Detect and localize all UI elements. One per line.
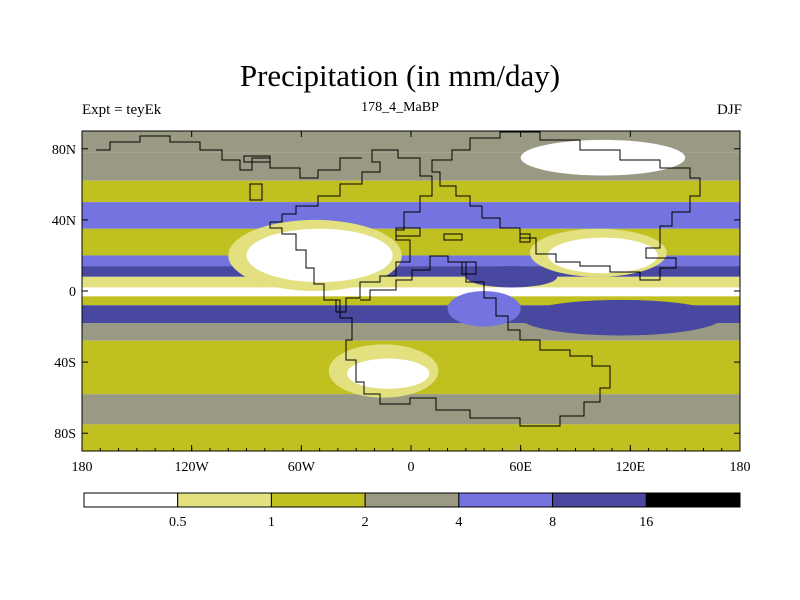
y-tick-label-0: 80N [52, 143, 76, 158]
x-tick-label-5: 120E [616, 460, 646, 475]
region-tethys-wet [465, 266, 558, 288]
coastline-island-f [243, 155, 271, 163]
colorbar: 0.5 1 2 4 8 16 [83, 492, 741, 530]
region-east-continent-dry [548, 237, 658, 274]
lat-band-8 [82, 287, 740, 297]
lat-band-6 [82, 266, 740, 277]
region-east-subtropics-mid [447, 291, 521, 327]
region-north-dry [520, 139, 686, 176]
lat-band-2 [82, 180, 740, 203]
coastline-south-continent [326, 255, 611, 427]
colorbar-label-3: 4 [455, 515, 462, 530]
colorbar-swatch-3 [364, 492, 460, 508]
coastline-layer [96, 131, 701, 427]
colorbar-swatch-1 [177, 492, 272, 508]
region-southern-tropics-wet [520, 299, 722, 336]
y-tick-label-1: 40N [52, 214, 76, 229]
colorbar-label-1: 1 [268, 515, 275, 530]
colorbar-swatch-0 [83, 492, 179, 508]
y-tick-label-2: 0 [69, 285, 76, 300]
colorbar-label-0: 0.5 [169, 515, 187, 530]
x-tick-label-1: 120W [175, 460, 210, 475]
x-tick-label-6: 180 [730, 460, 751, 475]
x-tick-label-3: 0 [408, 460, 415, 475]
y-tick-label-3: 40S [54, 356, 76, 371]
chart-title: Precipitation (in mm/day) [239, 58, 561, 93]
lat-band-7 [82, 276, 740, 288]
colorbar-label-4: 8 [549, 515, 556, 530]
map-fill-layer [82, 131, 740, 451]
region-south-continent-dry [347, 358, 430, 389]
lat-band-3 [82, 202, 740, 229]
colorbar-label-5: 16 [639, 515, 653, 530]
x-tick-label-4: 60E [509, 460, 532, 475]
coastline-island-b [395, 227, 421, 237]
coastline-island-a [249, 183, 263, 201]
coastline-island-d [461, 261, 477, 275]
lat-band-14 [82, 394, 740, 425]
coastline-island-e [519, 233, 531, 243]
axes-layer: 180 120W 60W 0 60E 120E 180 80N 40N 0 40S 80S [52, 131, 751, 475]
colorbar-swatch-4 [458, 492, 554, 508]
colorbar-swatch-5 [552, 492, 647, 508]
coastline-north-west [96, 135, 362, 179]
colorbar-swatch-2 [270, 492, 366, 508]
region-west-continent-dry [246, 228, 393, 283]
season-label: DJF [716, 102, 742, 118]
age-label: 178_4_MaBP [361, 100, 439, 115]
x-tick-label-2: 60W [288, 460, 316, 475]
colorbar-swatch-6 [645, 492, 741, 508]
lat-band-5 [82, 255, 740, 267]
coastline-island-c [443, 233, 463, 241]
y-tick-label-4: 80S [54, 427, 76, 442]
x-tick-label-0: 180 [72, 460, 93, 475]
colorbar-label-2: 2 [362, 515, 369, 530]
experiment-label: Expt = teyEk [82, 102, 162, 118]
coastline-north-east [431, 131, 701, 281]
lat-band-9 [82, 296, 740, 306]
